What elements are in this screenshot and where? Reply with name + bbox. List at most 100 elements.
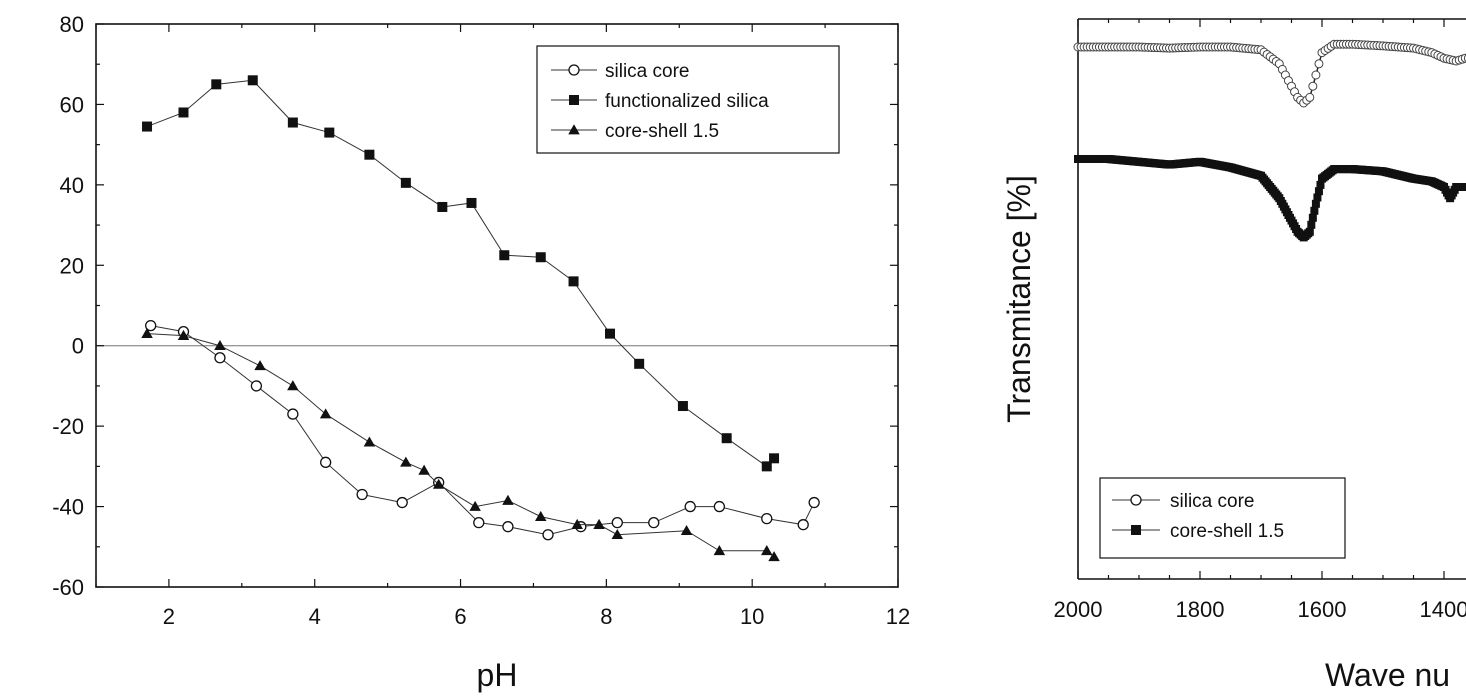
data-point-1 [769,453,780,464]
data-point-2 [418,464,430,475]
y-tick-label: -20 [52,414,84,439]
legend-marker [569,95,579,105]
data-point-2 [287,380,299,391]
x-tick-label: 6 [454,604,466,629]
y-tick-label: 0 [72,334,84,359]
data-point-2 [768,551,780,562]
data-point-2 [593,518,605,529]
x-tick-label: 2 [163,604,175,629]
data-point-1 [1310,206,1319,215]
data-point-1 [247,75,258,86]
legend-marker [568,124,580,135]
data-point-0 [648,517,660,529]
data-point-1 [178,107,189,118]
data-point-0 [356,488,368,501]
data-point-2 [432,478,445,489]
data-point-0 [1314,59,1324,69]
data-point-1 [1305,227,1314,236]
legend-box [1099,477,1346,559]
data-point-0 [611,517,623,529]
data-point-2 [502,494,514,505]
data-point-2 [254,360,266,371]
data-point-2 [214,339,226,351]
data-point-1 [211,79,222,90]
x-tick-label: 1800 [1176,597,1225,622]
data-point-0 [684,500,696,513]
data-point-2 [680,524,693,536]
y-tick-label: 80 [60,12,84,37]
x-axis-title: pH [477,657,518,693]
data-point-0 [502,521,514,533]
data-point-0 [542,529,554,541]
data-point-1 [1316,180,1325,189]
data-point-2 [713,545,726,556]
legend-marker [1131,525,1141,535]
data-point-1 [568,276,579,287]
x-axis-title: Wave nu [1325,657,1450,693]
data-point-1 [364,149,375,160]
data-point-1 [634,358,645,369]
data-point-0 [396,496,408,509]
data-point-2 [571,518,583,529]
data-point-0 [320,456,332,468]
data-point-1 [437,201,448,212]
data-point-0 [1311,70,1321,80]
data-point-0 [808,496,820,509]
data-point-0 [473,517,485,529]
data-point-1 [1308,213,1317,222]
data-point-2 [319,408,332,419]
x-tick-label: 12 [886,604,910,629]
data-point-0 [761,512,773,525]
data-point-2 [534,510,547,521]
data-point-1 [761,461,772,472]
data-point-1 [605,328,616,339]
legend-label: core-shell 1.5 [1170,521,1284,542]
legend-label: core-shell 1.5 [605,121,719,142]
data-point-1 [535,252,546,263]
data-point-1 [721,433,732,444]
zeta-potential-chart: 2 4 6 8 10 12 80 60 40 20 0 -20 -40 -60 pH silica core f… [52,12,910,693]
data-point-0 [214,352,226,364]
data-point-2 [761,545,773,556]
data-point-1 [466,197,477,208]
series-line-2 [147,333,775,558]
y-tick-label: -60 [52,575,84,600]
data-point-1 [1313,193,1322,202]
data-point-2 [363,436,376,447]
x-tick-label: 1400 [1420,597,1466,622]
y-tick-label: 40 [60,173,84,198]
data-point-2 [400,456,412,467]
legend-label: functionalized silica [605,91,769,112]
x-tick-label: 8 [600,604,612,629]
data-point-0 [713,500,726,513]
data-point-1 [677,401,688,412]
x-tick-label: 2000 [1054,597,1103,622]
x-tick-label: 10 [740,604,764,629]
data-point-2 [611,528,624,540]
data-point-1 [287,117,298,128]
data-point-0 [1308,81,1318,91]
data-point-2 [469,500,481,511]
data-point-0 [250,380,263,392]
data-point-0 [287,408,299,420]
data-point-1 [400,177,411,188]
legend-marker [1130,494,1142,506]
data-point-0 [1305,92,1315,102]
y-axis-title: Transmitance [%] [1001,175,1037,423]
y-tick-label: -40 [52,495,84,520]
series-line-1 [1078,158,1466,239]
ftir-chart: 2000 1800 1600 1400 Transmitance [%] Wave nu s… [1001,18,1466,693]
x-tick-label: 1600 [1298,597,1347,622]
data-point-2 [141,327,153,338]
legend-label: silica core [1170,491,1254,512]
data-point-1 [324,127,335,138]
data-point-1 [1314,187,1323,196]
data-point-0 [797,519,809,531]
data-point-1 [1464,183,1466,191]
data-point-1 [1311,199,1320,208]
y-tick-label: 20 [60,253,84,278]
series-line-0 [150,325,815,536]
x-tick-label: 4 [309,604,321,629]
data-point-0 [145,319,157,332]
legend-marker [568,64,580,76]
